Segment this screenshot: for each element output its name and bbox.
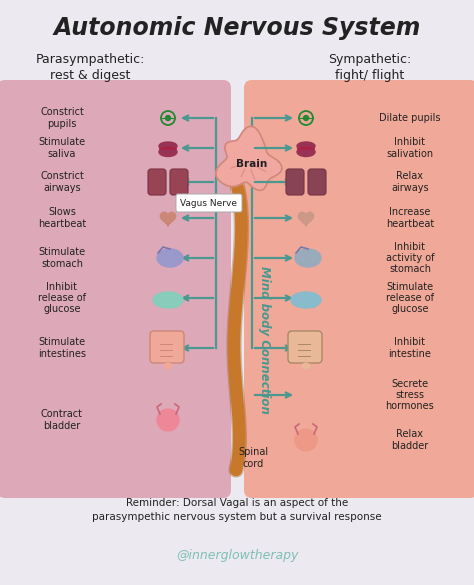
Text: Relax
airways: Relax airways: [391, 171, 429, 192]
Polygon shape: [297, 147, 315, 149]
FancyBboxPatch shape: [148, 169, 166, 195]
Text: Constrict
pupils: Constrict pupils: [40, 108, 84, 129]
Polygon shape: [173, 302, 180, 308]
Text: Inhibit
activity of
stomach: Inhibit activity of stomach: [386, 242, 434, 274]
Text: Mind body Connection: Mind body Connection: [258, 266, 272, 414]
Ellipse shape: [157, 249, 183, 267]
Text: Spinal
cord: Spinal cord: [238, 447, 268, 469]
Text: Brain: Brain: [237, 159, 268, 169]
Text: Inhibit
intestine: Inhibit intestine: [389, 338, 431, 359]
Text: Autonomic Nervous System: Autonomic Nervous System: [53, 16, 421, 40]
Ellipse shape: [297, 147, 315, 157]
Text: Increase
heartbeat: Increase heartbeat: [386, 208, 434, 229]
Text: Stimulate
release of
glucose: Stimulate release of glucose: [386, 282, 434, 314]
Ellipse shape: [153, 292, 183, 308]
Polygon shape: [311, 302, 318, 308]
Circle shape: [165, 115, 171, 121]
FancyBboxPatch shape: [244, 80, 474, 498]
Circle shape: [303, 115, 309, 121]
FancyBboxPatch shape: [170, 169, 188, 195]
Text: Stimulate
intestines: Stimulate intestines: [38, 338, 86, 359]
Polygon shape: [298, 212, 314, 226]
FancyBboxPatch shape: [288, 331, 322, 363]
Ellipse shape: [291, 292, 321, 308]
FancyBboxPatch shape: [286, 169, 304, 195]
Text: Dilate pupils: Dilate pupils: [379, 113, 441, 123]
Circle shape: [295, 429, 317, 451]
Text: Stimulate
stomach: Stimulate stomach: [38, 247, 86, 269]
FancyBboxPatch shape: [308, 169, 326, 195]
FancyBboxPatch shape: [176, 194, 242, 212]
Text: Sympathetic:
fight/ flight: Sympathetic: fight/ flight: [328, 53, 411, 82]
Ellipse shape: [159, 142, 177, 150]
Text: Vagus Nerve: Vagus Nerve: [181, 198, 237, 208]
Text: Inhibit
salivation: Inhibit salivation: [386, 137, 434, 159]
Text: @innerglowtherapy: @innerglowtherapy: [176, 549, 298, 562]
Ellipse shape: [302, 363, 310, 369]
FancyBboxPatch shape: [0, 80, 231, 498]
Ellipse shape: [164, 363, 172, 369]
Ellipse shape: [297, 142, 315, 150]
Text: Inhibit
release of
glucose: Inhibit release of glucose: [38, 282, 86, 314]
Circle shape: [157, 409, 179, 431]
Polygon shape: [216, 126, 282, 190]
Ellipse shape: [295, 249, 321, 267]
FancyBboxPatch shape: [150, 331, 184, 363]
Ellipse shape: [159, 147, 177, 157]
Text: Constrict
airways: Constrict airways: [40, 171, 84, 192]
Text: Slows
heartbeat: Slows heartbeat: [38, 208, 86, 229]
Text: Contract
bladder: Contract bladder: [41, 410, 83, 431]
Polygon shape: [159, 147, 177, 149]
Text: Relax
bladder: Relax bladder: [392, 429, 428, 450]
Polygon shape: [160, 212, 176, 226]
Text: Parasympathetic:
rest & digest: Parasympathetic: rest & digest: [35, 53, 145, 82]
Text: Stimulate
saliva: Stimulate saliva: [38, 137, 86, 159]
Text: Secrete
stress
hormones: Secrete stress hormones: [386, 379, 434, 411]
Text: Reminder: Dorsal Vagal is an aspect of the
parasympethic nervous system but a su: Reminder: Dorsal Vagal is an aspect of t…: [92, 498, 382, 522]
